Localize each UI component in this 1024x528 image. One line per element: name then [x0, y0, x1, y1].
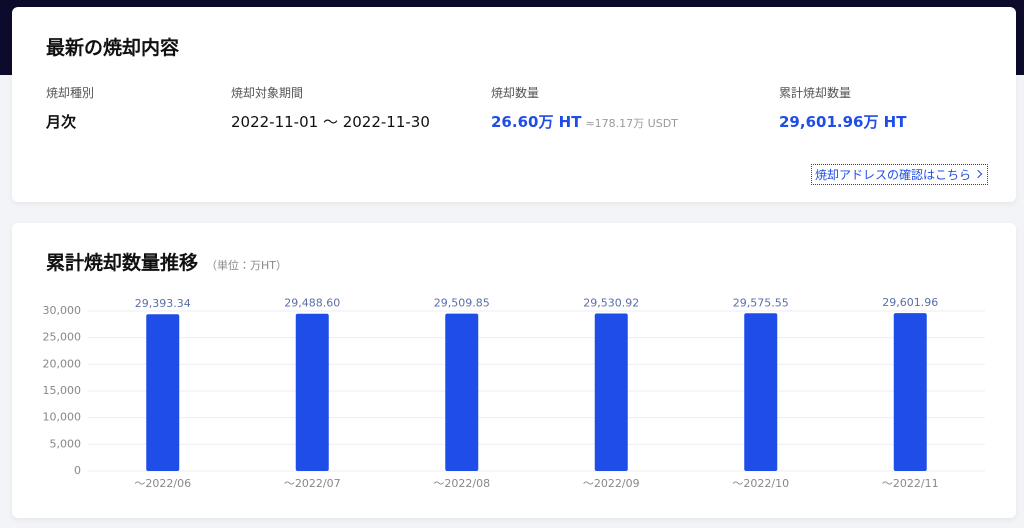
y-tick-label: 30,000 — [43, 304, 82, 317]
x-tick-label: ～2022/10 — [732, 477, 789, 490]
data-label: 29,509.85 — [434, 297, 490, 310]
data-label: 29,530.92 — [583, 297, 639, 310]
field-value: 26.60万 HT — [491, 113, 582, 131]
y-tick-label: 5,000 — [50, 437, 82, 450]
bar — [445, 313, 479, 471]
y-tick-label: 15,000 — [43, 384, 82, 397]
field-value: 月次 — [46, 113, 77, 131]
field-label: 焼却対象期間 — [231, 86, 304, 100]
y-tick-label: 0 — [74, 464, 81, 477]
data-label: 29,575.55 — [733, 296, 789, 309]
card-title: 最新の焼却内容 — [46, 37, 180, 59]
y-tick-label: 20,000 — [43, 357, 82, 370]
x-tick-label: ～2022/11 — [882, 477, 939, 490]
x-tick-label: ～2022/07 — [284, 477, 341, 490]
field-label: 焼却種別 — [46, 86, 95, 100]
bar — [295, 313, 329, 471]
field-value: 2022-11-01 〜 2022-11-30 — [231, 113, 430, 131]
bar — [146, 314, 180, 471]
data-label: 29,601.96 — [882, 296, 938, 309]
x-tick-label: ～2022/08 — [433, 477, 490, 490]
field: 累計焼却数量 29,601.96万 HT — [779, 84, 906, 132]
field: 焼却対象期間 2022-11-01 〜 2022-11-30 — [231, 84, 430, 132]
x-tick-label: ～2022/06 — [134, 477, 191, 490]
address-link[interactable]: 焼却アドレスの確認はこちら — [810, 164, 989, 185]
y-tick-label: 25,000 — [43, 331, 82, 344]
chart-card: 累計焼却数量推移 （単位：万HT） — [12, 223, 1016, 518]
field: 焼却数量 26.60万 HT ≈178.17万 USDT — [491, 84, 678, 132]
data-label: 29,393.34 — [135, 297, 191, 310]
chart-subtitle: （単位：万HT） — [206, 259, 288, 272]
x-tick-label: ～2022/09 — [583, 477, 640, 490]
field-label: 累計焼却数量 — [779, 86, 852, 100]
field-value: 29,601.96万 HT — [779, 113, 907, 131]
field-note: ≈178.17万 USDT — [585, 117, 678, 130]
chart-title: 累計焼却数量推移 — [46, 252, 199, 274]
latest-card: 最新の焼却内容 焼却種別 月次 焼却対象期間 2022-11-01 〜 2022… — [12, 7, 1016, 202]
bar — [893, 313, 927, 471]
data-label: 29,488.60 — [284, 297, 340, 310]
field-label: 焼却数量 — [491, 86, 540, 100]
y-tick-label: 10,000 — [43, 411, 82, 424]
bar — [744, 313, 778, 471]
field: 焼却種別 月次 — [46, 84, 94, 132]
bar — [594, 313, 628, 471]
